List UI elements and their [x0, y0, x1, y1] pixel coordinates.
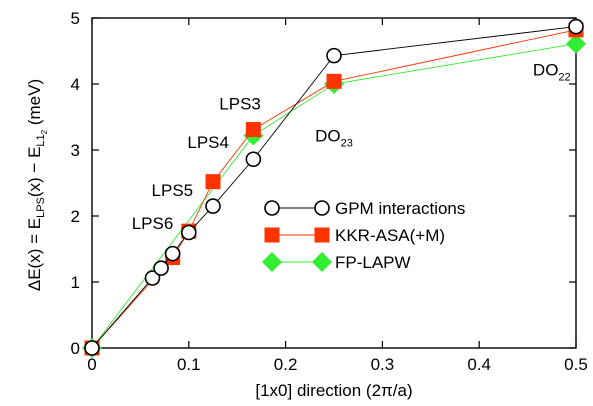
data-point: [153, 260, 169, 276]
legend-label: FP-LAPW: [335, 253, 411, 272]
y-label-part-c: (meV): [25, 79, 44, 130]
legend-item: KKR-ASA(+M): [264, 226, 445, 245]
legend-marker: [314, 200, 330, 216]
series-0: [84, 18, 584, 356]
legend: GPM interactions KKR-ASA(+M) FP-LAPW: [262, 199, 465, 272]
series-line: [91, 43, 577, 349]
legend-item: FP-LAPW: [262, 252, 411, 272]
annotation-label: LPS6: [132, 214, 174, 233]
y-tick-label: 4: [71, 75, 80, 94]
legend-label: GPM interactions: [335, 199, 465, 218]
data-point: [84, 340, 100, 356]
legend-marker: [312, 252, 332, 272]
x-tick-label: 0.2: [274, 355, 298, 374]
data-point: [245, 122, 261, 138]
x-tick-label: 0.5: [564, 355, 588, 374]
y-label-sub-a: LPS: [35, 197, 47, 218]
x-tick-label: 0.4: [467, 355, 491, 374]
y-axis-label: ΔE(x) = ELPS(x) − EL12 (meV): [25, 79, 49, 291]
data-point: [144, 270, 161, 286]
legend-item: GPM interactions: [264, 199, 465, 218]
data-point: [326, 73, 342, 89]
annotations: LPS6 LPS5 LPS4 LPS3 DO23 DO22: [132, 60, 571, 233]
y-label-part-b: (x) − E: [25, 147, 44, 198]
data-point: [245, 151, 262, 168]
annotation-label: DO22: [533, 60, 571, 83]
data-point: [326, 47, 342, 64]
y-tick-label: 1: [71, 273, 80, 292]
y-tick-label: 0: [71, 339, 80, 358]
x-axis-label: [1x0] direction (2π/a): [255, 381, 412, 400]
series-layer: [82, 18, 586, 358]
y-label-part-a: ΔE(x) = E: [25, 218, 44, 291]
data-point: [181, 224, 197, 241]
data-point: [566, 33, 586, 54]
legend-marker: [264, 200, 280, 216]
legend-marker: [264, 227, 280, 243]
y-label-subsub-b: 2: [40, 129, 49, 134]
plot-frame: [91, 17, 577, 349]
annotation-label: LPS3: [219, 95, 261, 114]
y-label-sub-b: L1: [35, 134, 47, 146]
annotation-label: LPS5: [152, 181, 194, 200]
y-tick-label: 5: [71, 9, 80, 28]
x-tick-label: 0.1: [177, 355, 201, 374]
axes: 0 0.1 0.2 0.3 0.4 0.5 0 1 2 3 4 5: [71, 9, 588, 374]
legend-marker: [314, 227, 330, 243]
data-point: [205, 174, 221, 190]
data-point: [205, 198, 221, 214]
legend-marker: [262, 252, 282, 272]
data-point: [568, 18, 584, 35]
annotation-label: LPS4: [187, 133, 229, 152]
y-tick-label: 2: [71, 207, 80, 226]
legend-label: KKR-ASA(+M): [335, 226, 445, 245]
data-point: [164, 245, 181, 262]
x-tick-label: 0: [87, 355, 96, 374]
annotation-label: DO23: [315, 126, 353, 149]
x-tick-label: 0.3: [371, 355, 395, 374]
y-tick-label: 3: [71, 141, 80, 160]
